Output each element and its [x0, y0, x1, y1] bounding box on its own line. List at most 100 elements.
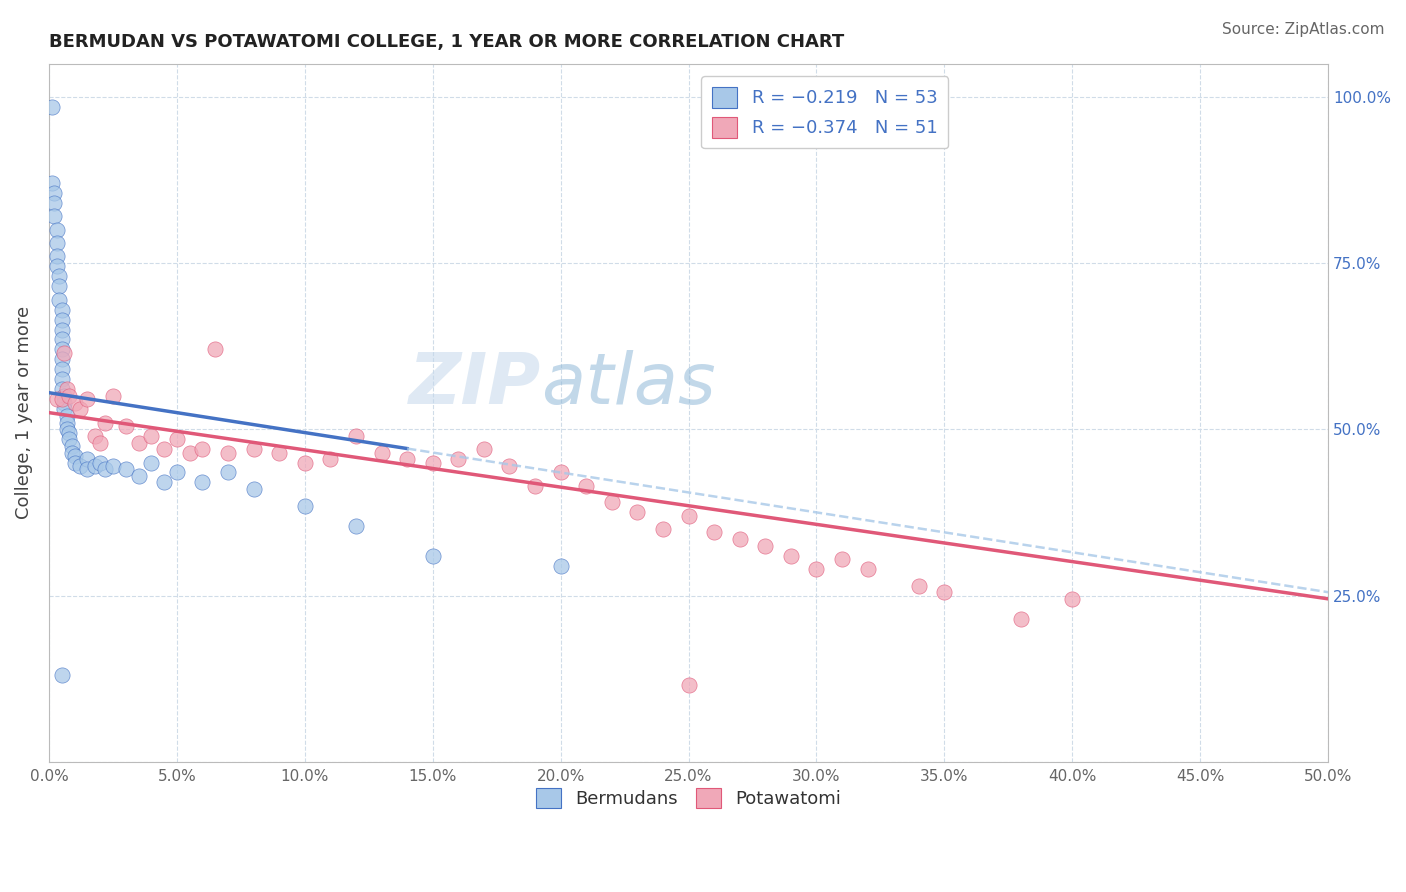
Point [422, 456, 444, 470]
Point [191, 475, 214, 490]
Point [69, 402, 91, 417]
Point [1010, 612, 1032, 626]
Point [89, 435, 111, 450]
Point [396, 452, 419, 467]
Point [63, 395, 86, 409]
Point [41, 100, 63, 114]
Point [53, 395, 76, 409]
Point [498, 458, 520, 473]
Point [101, 458, 124, 473]
Point [51, 392, 73, 407]
Point [626, 505, 648, 519]
Point [344, 429, 367, 443]
Point [128, 435, 150, 450]
Point [69, 458, 91, 473]
Point [60, 439, 83, 453]
Y-axis label: College, 1 year or more: College, 1 year or more [15, 306, 32, 519]
Point [114, 462, 136, 476]
Point [447, 452, 470, 467]
Point [728, 532, 751, 546]
Point [191, 442, 214, 457]
Point [76, 452, 98, 467]
Point [907, 578, 929, 592]
Point [422, 549, 444, 563]
Point [344, 518, 367, 533]
Text: ZIP: ZIP [409, 351, 541, 419]
Point [242, 482, 264, 496]
Point [101, 389, 124, 403]
Point [94, 462, 117, 476]
Point [319, 452, 342, 467]
Point [678, 508, 700, 523]
Point [51, 343, 73, 357]
Point [217, 466, 239, 480]
Point [41, 176, 63, 190]
Point [754, 539, 776, 553]
Point [179, 445, 201, 459]
Point [63, 449, 86, 463]
Point [294, 499, 316, 513]
Point [550, 558, 572, 573]
Point [53, 346, 76, 360]
Point [550, 466, 572, 480]
Point [51, 322, 73, 336]
Point [42, 196, 65, 211]
Point [51, 383, 73, 397]
Point [94, 416, 117, 430]
Point [652, 522, 675, 536]
Point [51, 312, 73, 326]
Point [58, 432, 80, 446]
Point [48, 293, 70, 307]
Legend: Bermudans, Potawatomi: Bermudans, Potawatomi [529, 780, 849, 815]
Point [56, 422, 79, 436]
Point [141, 456, 163, 470]
Point [204, 343, 226, 357]
Point [45, 392, 67, 407]
Point [678, 678, 700, 692]
Point [575, 479, 598, 493]
Point [242, 442, 264, 457]
Point [51, 333, 73, 347]
Point [76, 462, 98, 476]
Point [51, 352, 73, 367]
Point [51, 362, 73, 376]
Point [84, 458, 107, 473]
Point [856, 562, 879, 576]
Point [56, 383, 79, 397]
Point [42, 186, 65, 201]
Point [128, 468, 150, 483]
Point [53, 402, 76, 417]
Point [294, 456, 316, 470]
Point [58, 389, 80, 403]
Point [63, 456, 86, 470]
Point [831, 552, 853, 566]
Point [472, 442, 495, 457]
Point [269, 445, 291, 459]
Point [45, 260, 67, 274]
Point [56, 409, 79, 423]
Point [51, 372, 73, 386]
Point [89, 456, 111, 470]
Point [703, 525, 725, 540]
Point [58, 425, 80, 440]
Point [217, 445, 239, 459]
Point [51, 668, 73, 682]
Point [141, 429, 163, 443]
Point [45, 249, 67, 263]
Point [524, 479, 547, 493]
Point [153, 442, 176, 457]
Point [48, 279, 70, 293]
Point [60, 445, 83, 459]
Point [370, 445, 392, 459]
Text: BERMUDAN VS POTAWATOMI COLLEGE, 1 YEAR OR MORE CORRELATION CHART: BERMUDAN VS POTAWATOMI COLLEGE, 1 YEAR O… [49, 33, 844, 51]
Point [1062, 591, 1084, 606]
Point [166, 466, 188, 480]
Point [153, 475, 176, 490]
Point [166, 432, 188, 446]
Point [45, 235, 67, 250]
Point [780, 549, 803, 563]
Point [114, 419, 136, 434]
Point [45, 223, 67, 237]
Point [48, 269, 70, 284]
Point [806, 562, 828, 576]
